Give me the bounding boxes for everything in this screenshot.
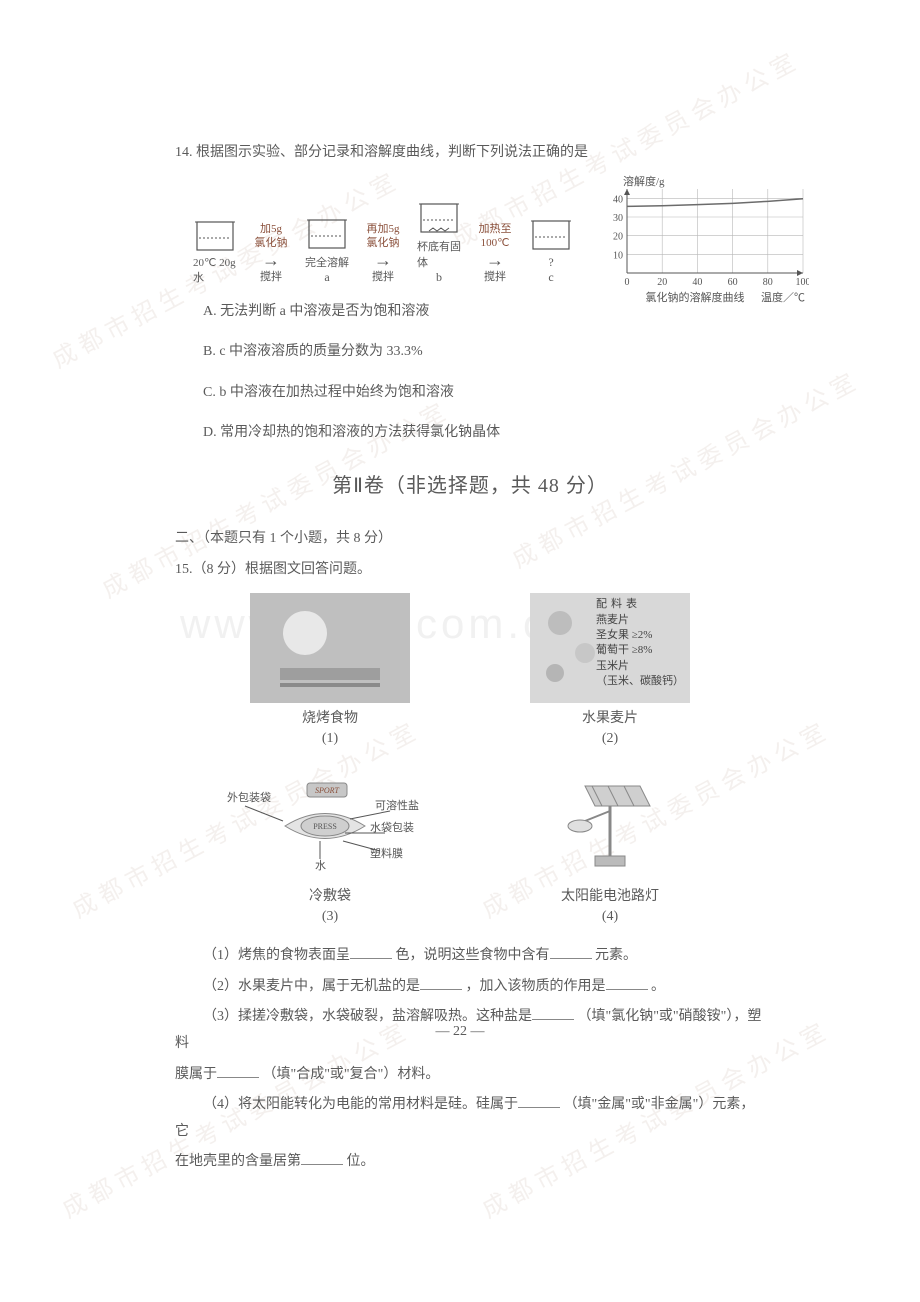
arrow-step2: 再加5g 氯化钠 → 搅拌 xyxy=(363,223,403,284)
fig1-image xyxy=(250,593,410,703)
svg-text:SPORT: SPORT xyxy=(315,786,340,795)
fig2-table-title: 配料表 xyxy=(596,597,684,612)
svg-text:PRESS: PRESS xyxy=(313,822,337,831)
beaker-a-tag: a xyxy=(324,270,329,285)
fig2-row: （玉米、碳酸钙） xyxy=(596,674,684,689)
fig1-index: (1) xyxy=(322,731,338,747)
part2-title: 第Ⅱ卷（非选择题，共 48 分） xyxy=(175,469,765,498)
arrow-step1: 加5g 氯化钠 → 搅拌 xyxy=(251,223,291,284)
svg-text:20: 20 xyxy=(657,277,667,288)
fig4-image xyxy=(530,771,690,881)
fig1-box: 烧烤食物 (1) xyxy=(250,593,410,747)
fig4-box: 太阳能电池路灯 (4) xyxy=(530,771,690,925)
svg-text:20: 20 xyxy=(613,231,623,242)
fig2-row: 圣女果 ≥2% xyxy=(596,628,684,643)
svg-text:80: 80 xyxy=(763,277,773,288)
fig3-index: (3) xyxy=(322,909,338,925)
fig2-image: 配料表 燕麦片 圣女果 ≥2% 葡萄干 ≥8% 玉米片 （玉米、碳酸钙） xyxy=(530,593,690,703)
q15-s3-line1: （3）揉搓冷敷袋，水袋破裂，盐溶解吸热。这种盐是 （填"氯化钠"或"硝酸铵"），… xyxy=(175,1004,765,1057)
fig2-row: 玉米片 xyxy=(596,659,684,674)
fig2-row: 葡萄干 ≥8% xyxy=(596,643,684,658)
q14-figure-row: 20℃ 20g水 加5g 氯化钠 → 搅拌 完全溶解 a 再加5g xyxy=(193,175,765,285)
q15-s2: （2）水果麦片中，属于无机盐的是 ，加入该物质的作用是 。 xyxy=(175,974,765,1001)
fig2-row: 燕麦片 xyxy=(596,613,684,628)
svg-text:水袋包装: 水袋包装 xyxy=(370,820,414,834)
page-body: 14. 根据图示实验、部分记录和溶解度曲线，判断下列说法正确的是 20℃ 20g… xyxy=(175,140,765,1176)
beaker-c-tag: c xyxy=(548,270,553,285)
q15-stem: 15.（8 分）根据图文回答问题。 xyxy=(175,557,765,584)
fig3-image: SPORT PRESS 外包装袋 可溶性盐 水袋包装 塑料膜 水 xyxy=(250,771,410,881)
q15-fig-row2: SPORT PRESS 外包装袋 可溶性盐 水袋包装 塑料膜 水 冷敷袋 xyxy=(175,771,765,925)
fig2-box: 配料表 燕麦片 圣女果 ≥2% 葡萄干 ≥8% 玉米片 （玉米、碳酸钙） 水果麦… xyxy=(530,593,690,747)
svg-text:可溶性盐: 可溶性盐 xyxy=(375,798,419,812)
fig4-caption: 太阳能电池路灯 xyxy=(561,885,659,905)
svg-text:外包装袋: 外包装袋 xyxy=(227,790,271,804)
fig4-index: (4) xyxy=(602,909,618,925)
beaker-b: 杯底有固体 b xyxy=(417,198,461,285)
fig3-caption: 冷敷袋 xyxy=(309,885,351,905)
svg-text:60: 60 xyxy=(728,277,738,288)
arrow-step3: 加热至 100℃ → 搅拌 xyxy=(475,223,515,284)
q15-fig-row1: 烧烤食物 (1) 配料表 燕麦片 圣女果 ≥2% 葡萄干 ≥8% 玉米片 （玉米… xyxy=(175,593,765,747)
beaker-a-label: 完全溶解 xyxy=(305,254,349,270)
beaker-c-label: ? xyxy=(548,255,553,270)
beaker-start: 20℃ 20g水 xyxy=(193,216,237,285)
beaker-b-label: 杯底有固体 xyxy=(417,238,461,270)
svg-text:40: 40 xyxy=(613,194,623,205)
fig1-caption: 烧烤食物 xyxy=(302,707,358,727)
svg-text:塑料膜: 塑料膜 xyxy=(370,846,403,860)
q14-opt-b: B. c 中溶液溶质的质量分数为 33.3% xyxy=(175,339,765,366)
solubility-chart: 溶解度/g10203040020406080100氯化钠的溶解度曲线温度／℃ xyxy=(599,175,809,285)
beaker-b-tag: b xyxy=(436,270,442,285)
svg-text:10: 10 xyxy=(613,250,623,261)
svg-text:氯化钠的溶解度曲线: 氯化钠的溶解度曲线 xyxy=(646,290,745,304)
section2-header: 二、（本题只有 1 个小题，共 8 分） xyxy=(175,526,765,553)
beaker-c: ? c xyxy=(529,215,573,285)
q14-opt-c: C. b 中溶液在加热过程中始终为饱和溶液 xyxy=(175,380,765,407)
q15-s4-line1: （4）将太阳能转化为电能的常用材料是硅。硅属于 （填"金属"或"非金属"）元素，… xyxy=(175,1092,765,1145)
q14-stem: 14. 根据图示实验、部分记录和溶解度曲线，判断下列说法正确的是 xyxy=(175,140,765,167)
svg-text:40: 40 xyxy=(692,277,702,288)
svg-text:0: 0 xyxy=(625,277,630,288)
beaker-a: 完全溶解 a xyxy=(305,214,349,285)
q14-opt-d: D. 常用冷却热的饱和溶液的方法获得氯化钠晶体 xyxy=(175,420,765,447)
svg-text:溶解度/g: 溶解度/g xyxy=(623,175,665,188)
svg-text:温度／℃: 温度／℃ xyxy=(761,290,805,304)
fig2-index: (2) xyxy=(602,731,618,747)
beaker-start-label: 20℃ 20g水 xyxy=(193,256,237,285)
q15-s4-line2: 在地壳里的含量居第 位。 xyxy=(175,1149,765,1176)
svg-text:水: 水 xyxy=(315,859,326,872)
q15-s1: （1）烤焦的食物表面呈 色，说明这些食物中含有 元素。 xyxy=(175,943,765,970)
fig2-caption: 水果麦片 xyxy=(582,707,638,727)
svg-text:100: 100 xyxy=(796,277,810,288)
svg-text:30: 30 xyxy=(613,213,623,224)
fig3-box: SPORT PRESS 外包装袋 可溶性盐 水袋包装 塑料膜 水 冷敷袋 xyxy=(250,771,410,925)
q15-s3-line2: 膜属于 （填"合成"或"复合"）材料。 xyxy=(175,1062,765,1089)
